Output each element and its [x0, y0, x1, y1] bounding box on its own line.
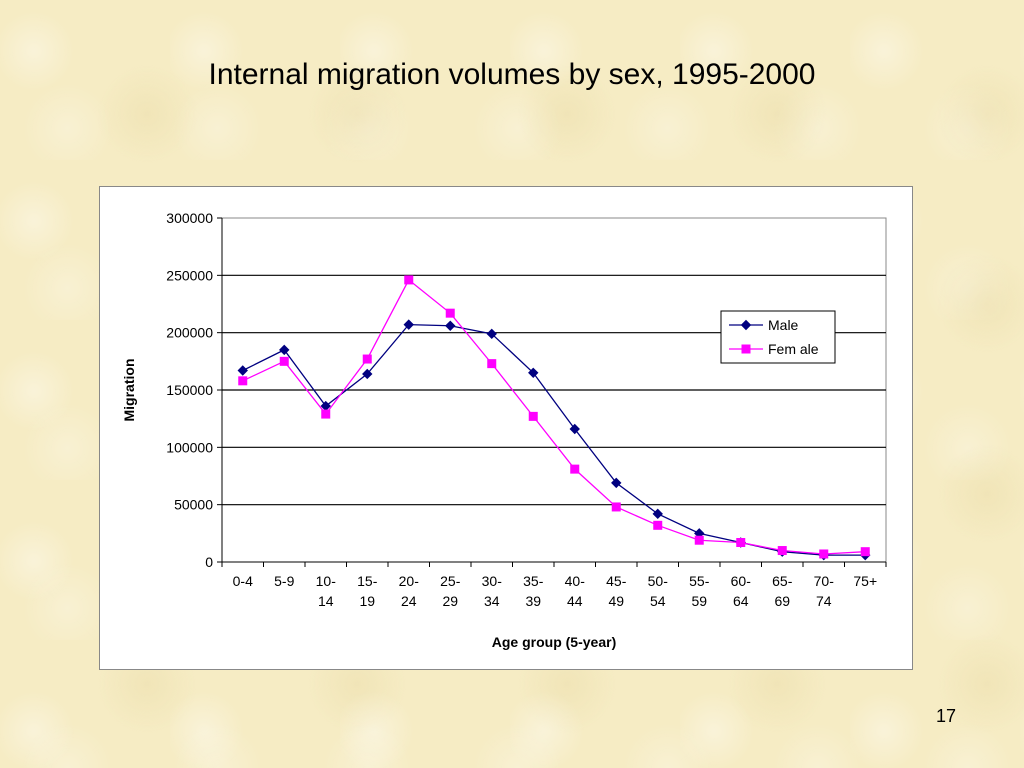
chart-frame: 0 50000 100000 150000 200000 250000 300000 0-4 5…: [99, 186, 913, 670]
legend-label: Fem ale: [768, 341, 819, 357]
line-chart: 0 50000 100000 150000 200000 250000 300000 0-4 5…: [121, 210, 887, 650]
data-point-female: [611, 502, 621, 512]
x-tick-label: 24: [401, 593, 417, 609]
x-tick-label: 49: [608, 593, 624, 609]
x-tick-label: 59: [691, 593, 707, 609]
data-point-female: [653, 520, 663, 530]
x-tick-label: 35-: [523, 573, 544, 589]
data-point-female: [445, 308, 455, 318]
data-point-male: [528, 367, 539, 379]
x-tick-label: 75+: [853, 573, 877, 589]
data-point-male: [445, 320, 456, 331]
x-tick-label: 45-: [606, 573, 627, 589]
x-tick-label: 70-: [814, 573, 835, 589]
data-point-female: [694, 535, 704, 545]
data-point-female: [487, 359, 497, 369]
x-tick-label: 69: [774, 593, 790, 609]
data-point-female: [404, 275, 414, 285]
x-tick-label: 19: [359, 593, 375, 609]
data-point-female: [819, 549, 829, 559]
y-tick-label: 200000: [166, 325, 213, 341]
data-point-female: [279, 356, 289, 366]
x-tick-label: 50-: [648, 573, 669, 589]
x-tick-label: 20-: [399, 573, 420, 589]
y-axis-title: Migration: [121, 359, 137, 422]
data-point-male: [611, 477, 622, 489]
page-number: 17: [935, 706, 956, 726]
data-point-female: [570, 464, 580, 474]
y-tick-label: 0: [205, 554, 213, 570]
legend-marker: [741, 344, 751, 354]
legend-label: Male: [768, 317, 799, 333]
x-tick-label: 25-: [440, 573, 461, 589]
y-tick-label: 100000: [166, 439, 213, 455]
slide-title: Internal migration volumes by sex, 1995-…: [208, 58, 816, 91]
x-tick-label: 39: [525, 593, 541, 609]
data-point-male: [237, 365, 248, 376]
y-tick-label: 150000: [166, 382, 213, 398]
x-tick-label: 54: [650, 593, 666, 609]
x-tick-label: 65-: [772, 573, 793, 589]
y-tick-label: 250000: [166, 267, 213, 283]
x-tick-label: 0-4: [233, 573, 253, 589]
data-point-male: [486, 328, 497, 340]
data-point-female: [860, 547, 870, 557]
x-tick-label: 10-: [316, 573, 337, 589]
data-point-male: [403, 319, 414, 330]
data-point-male: [362, 368, 373, 380]
x-axis-title: Age group (5-year): [492, 634, 616, 650]
x-tick-label: 14: [318, 593, 334, 609]
x-tick-label: 74: [816, 593, 832, 609]
data-point-female: [777, 546, 787, 556]
data-point-female: [362, 354, 372, 364]
x-tick-label: 64: [733, 593, 749, 609]
x-tick-label: 60-: [731, 573, 752, 589]
y-tick-label: 300000: [166, 210, 213, 226]
data-point-female: [321, 409, 331, 419]
x-tick-label: 29: [442, 593, 458, 609]
y-tick-label: 50000: [174, 497, 213, 513]
data-point-female: [238, 376, 248, 386]
x-tick-label: 44: [567, 593, 583, 609]
data-point-male: [652, 508, 663, 520]
series-line-female: [242, 278, 866, 555]
x-tick-label: 34: [484, 593, 500, 609]
x-tick-label: 5-9: [274, 573, 294, 589]
x-tick-label: 40-: [565, 573, 586, 589]
legend: [720, 310, 836, 364]
x-tick-label: 15-: [357, 573, 378, 589]
x-tick-label: 30-: [482, 573, 503, 589]
x-tick-label: 55-: [689, 573, 710, 589]
data-point-female: [736, 538, 746, 548]
legend-marker: [740, 319, 752, 331]
data-point-female: [528, 411, 538, 421]
data-point-male: [279, 344, 290, 356]
data-point-male: [569, 423, 580, 435]
